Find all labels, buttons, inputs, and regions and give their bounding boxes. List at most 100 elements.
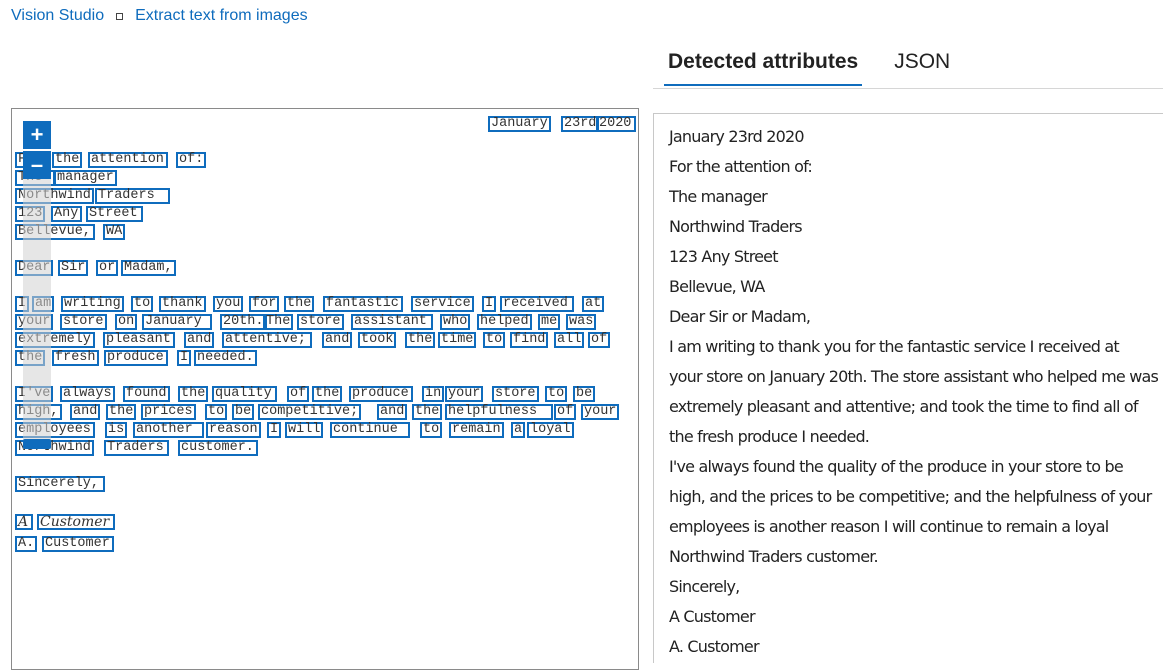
word-bounding-box[interactable]: A. xyxy=(15,536,38,552)
word-bounding-box[interactable]: your xyxy=(445,386,484,402)
breadcrumb-vision-studio-link[interactable]: Vision Studio xyxy=(11,7,105,24)
word-bounding-box[interactable]: be xyxy=(573,386,596,402)
word-bounding-box[interactable]: 2020 xyxy=(596,116,636,132)
word-bounding-box[interactable]: of xyxy=(554,404,577,420)
word-bounding-box[interactable]: the xyxy=(284,296,315,312)
word-bounding-box[interactable]: Traders xyxy=(104,440,169,456)
word-bounding-box[interactable]: store xyxy=(492,386,539,402)
word-bounding-box[interactable]: to xyxy=(483,332,506,348)
word-bounding-box[interactable]: to xyxy=(420,422,443,438)
word-bounding-box[interactable]: Madam, xyxy=(121,260,176,276)
word-bounding-box[interactable]: always xyxy=(60,386,115,402)
word-bounding-box[interactable]: produce xyxy=(104,350,168,366)
word-bounding-box[interactable]: 23rd xyxy=(561,116,600,132)
word-bounding-box[interactable]: all xyxy=(554,332,585,348)
tab-json[interactable]: JSON xyxy=(894,50,951,73)
word-bounding-box[interactable]: the xyxy=(405,332,436,348)
word-bounding-box[interactable]: store xyxy=(60,314,107,330)
word-bounding-box[interactable]: for xyxy=(249,296,280,312)
word-bounding-box[interactable]: was xyxy=(566,314,597,330)
word-bounding-box[interactable]: you xyxy=(213,296,244,312)
zoom-in-button[interactable]: + xyxy=(23,121,51,149)
word-bounding-box[interactable]: time xyxy=(438,332,477,348)
word-bounding-box[interactable]: helpfulness xyxy=(445,404,553,420)
word-bounding-box[interactable]: your xyxy=(581,404,620,420)
word-bounding-box[interactable]: January xyxy=(488,116,551,132)
word-bounding-box[interactable]: service xyxy=(411,296,474,312)
word-bounding-box[interactable]: to xyxy=(545,386,568,402)
word-bounding-box[interactable]: store xyxy=(297,314,344,330)
word-bounding-box[interactable]: WA xyxy=(103,224,126,240)
word-bounding-box[interactable]: and xyxy=(184,332,215,348)
word-bounding-box[interactable]: Street xyxy=(86,206,143,222)
word-bounding-box[interactable]: competitive; xyxy=(258,404,362,420)
tab-detected-attributes[interactable]: Detected attributes xyxy=(664,46,863,86)
word-bounding-box[interactable]: attention xyxy=(88,152,168,168)
word-bounding-box[interactable]: pleasant xyxy=(103,332,175,348)
word-bounding-box[interactable]: fresh xyxy=(52,350,99,366)
word-bounding-box[interactable]: customer. xyxy=(178,440,258,456)
word-bounding-box[interactable]: and xyxy=(377,404,408,420)
word-bounding-box[interactable]: be xyxy=(232,404,255,420)
word-bounding-box[interactable]: who xyxy=(440,314,471,330)
word-bounding-box[interactable]: January xyxy=(142,314,212,330)
word-bounding-box[interactable]: quality xyxy=(212,386,277,402)
word-bounding-box[interactable]: Customer xyxy=(37,514,115,530)
word-bounding-box[interactable]: the xyxy=(312,386,343,402)
word-bounding-box[interactable]: at xyxy=(582,296,605,312)
word-bounding-box[interactable]: or xyxy=(96,260,119,276)
word-bounding-box[interactable]: A xyxy=(15,514,33,530)
word-bounding-box[interactable]: the xyxy=(106,404,137,420)
word-bounding-box[interactable]: I xyxy=(267,422,282,438)
word-bounding-box[interactable]: attentive; xyxy=(222,332,312,348)
word-bounding-box[interactable]: another xyxy=(133,422,204,438)
zoom-slider-thumb[interactable] xyxy=(23,439,51,449)
image-viewer[interactable]: + – January23rd2020Fortheattentionof:The… xyxy=(11,108,639,670)
word-bounding-box[interactable]: Traders xyxy=(95,188,170,204)
word-bounding-box[interactable]: I xyxy=(482,296,497,312)
word-bounding-box[interactable]: received xyxy=(500,296,574,312)
word-bounding-box[interactable]: the xyxy=(412,404,443,420)
word-bounding-box[interactable]: continue xyxy=(330,422,410,438)
word-bounding-box[interactable]: Sincerely, xyxy=(15,476,105,492)
word-bounding-box[interactable]: took xyxy=(358,332,397,348)
word-bounding-box[interactable]: in xyxy=(422,386,445,402)
word-bounding-box[interactable]: The xyxy=(263,314,294,330)
word-bounding-box[interactable]: Any xyxy=(51,206,82,222)
word-bounding-box[interactable]: to xyxy=(205,404,228,420)
word-bounding-box[interactable]: needed. xyxy=(194,350,257,366)
word-bounding-box[interactable]: manager xyxy=(54,170,117,186)
word-bounding-box[interactable]: on xyxy=(115,314,138,330)
word-bounding-box[interactable]: prices xyxy=(141,404,196,420)
zoom-slider-track[interactable] xyxy=(23,179,51,449)
word-bounding-box[interactable]: of: xyxy=(176,152,207,168)
zoom-out-button[interactable]: – xyxy=(23,151,51,179)
word-bounding-box[interactable]: a xyxy=(511,422,526,438)
word-bounding-box[interactable]: is xyxy=(105,422,128,438)
word-bounding-box[interactable]: thank xyxy=(159,296,206,312)
word-bounding-box[interactable]: Customer xyxy=(42,536,114,552)
word-bounding-box[interactable]: Sir xyxy=(58,260,89,276)
word-bounding-box[interactable]: produce xyxy=(349,386,413,402)
word-bounding-box[interactable]: loyal xyxy=(527,422,574,438)
word-bounding-box[interactable]: and xyxy=(322,332,353,348)
word-bounding-box[interactable]: will xyxy=(285,422,324,438)
word-bounding-box[interactable]: reason xyxy=(206,422,261,438)
word-bounding-box[interactable]: me xyxy=(538,314,561,330)
word-bounding-box[interactable]: writing xyxy=(61,296,124,312)
word-bounding-box[interactable]: the xyxy=(178,386,209,402)
word-bounding-box[interactable]: the xyxy=(52,152,83,168)
word-bounding-box[interactable]: to xyxy=(131,296,154,312)
word-bounding-box[interactable]: assistant xyxy=(351,314,433,330)
word-bounding-box[interactable]: helped xyxy=(477,314,532,330)
breadcrumb-current-link[interactable]: Extract text from images xyxy=(135,7,308,24)
word-bounding-box[interactable]: and xyxy=(70,404,101,420)
word-bounding-box[interactable]: of xyxy=(287,386,310,402)
word-bounding-box[interactable]: found xyxy=(123,386,170,402)
word-bounding-box[interactable]: find xyxy=(510,332,549,348)
word-bounding-box[interactable]: of xyxy=(588,332,611,348)
word-bounding-box[interactable]: fantastic xyxy=(323,296,403,312)
word-bounding-box[interactable]: I xyxy=(177,350,192,366)
word-bounding-box[interactable]: 20th. xyxy=(220,314,267,330)
word-bounding-box[interactable]: remain xyxy=(449,422,504,438)
